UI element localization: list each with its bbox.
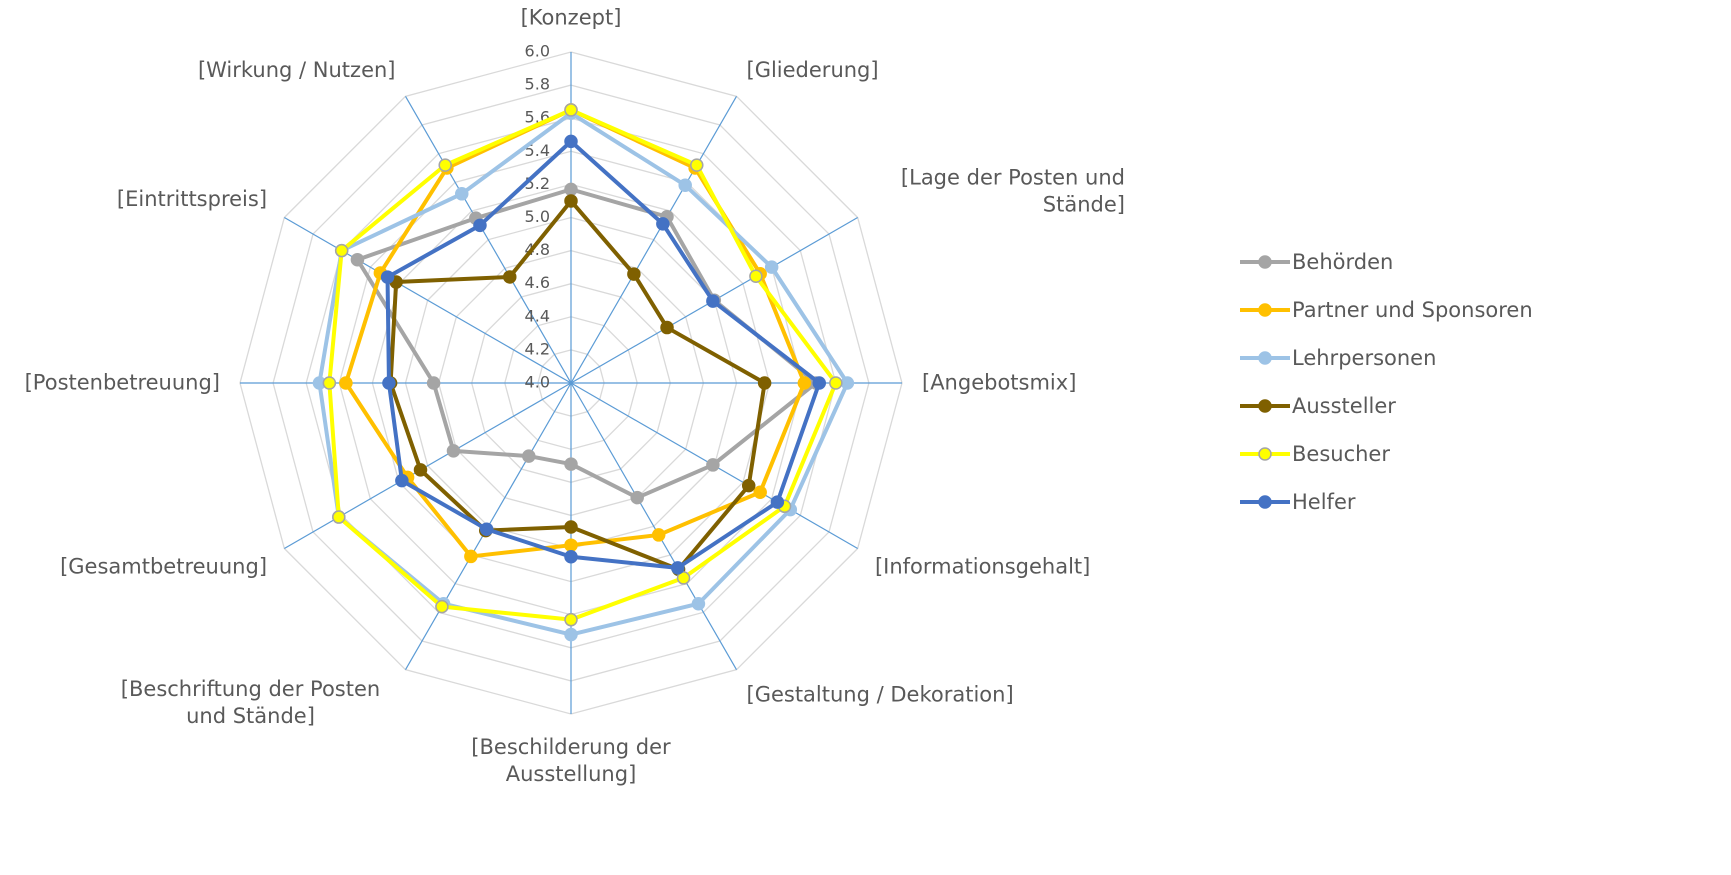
data-point <box>351 254 363 266</box>
y-tick-label: 4.0 <box>525 373 550 392</box>
data-point <box>481 523 493 535</box>
data-point <box>323 377 335 389</box>
data-point <box>707 295 719 307</box>
data-point <box>661 322 673 334</box>
data-point <box>565 195 577 207</box>
data-point <box>504 271 516 283</box>
data-point <box>565 183 577 195</box>
legend-marker <box>1259 448 1271 460</box>
data-point <box>750 270 762 282</box>
data-point <box>565 629 577 641</box>
legend-marker <box>1259 304 1271 316</box>
category-label: [Konzept] <box>521 5 622 32</box>
y-tick-label: 4.2 <box>525 339 550 358</box>
legend-marker <box>1259 496 1271 508</box>
legend-marker <box>1259 352 1271 364</box>
data-point <box>456 188 468 200</box>
data-point <box>474 219 486 231</box>
legend-label: Helfer <box>1292 490 1356 514</box>
legend-label: Aussteller <box>1292 394 1396 418</box>
data-point <box>333 511 345 523</box>
y-tick-label: 5.8 <box>525 75 550 94</box>
category-label: [Gestaltung / Dekoration] <box>747 682 1014 709</box>
data-point <box>830 377 842 389</box>
legend-marker <box>1259 256 1271 268</box>
data-point <box>565 551 577 563</box>
spoke <box>571 96 737 383</box>
y-tick-label: 4.4 <box>525 306 550 325</box>
data-point <box>336 245 348 257</box>
legend-label: Besucher <box>1292 442 1390 466</box>
data-point <box>565 135 577 147</box>
legend-label: Lehrpersonen <box>1292 346 1436 370</box>
data-point <box>628 268 640 280</box>
category-label: [Angebotsmix] <box>922 369 1076 396</box>
data-point <box>707 459 719 471</box>
data-point <box>428 377 440 389</box>
data-point <box>382 271 394 283</box>
data-point <box>565 614 577 626</box>
data-point <box>813 377 825 389</box>
y-tick-label: 4.6 <box>525 273 550 292</box>
data-point <box>565 521 577 533</box>
legend-marker <box>1259 400 1271 412</box>
category-label: [Beschriftung der Posten und Stände] <box>106 676 396 731</box>
data-point <box>415 464 427 476</box>
y-tick-label: 5.0 <box>525 207 550 226</box>
category-label: [Lage der Posten und Stände] <box>875 164 1125 219</box>
data-point <box>653 529 665 541</box>
data-point <box>691 159 703 171</box>
radar-plot: 4.04.24.44.64.85.05.25.45.65.86.0Behörde… <box>0 0 1731 875</box>
data-point <box>439 159 451 171</box>
category-label: [Gesamtbetreuung] <box>60 553 267 580</box>
data-point <box>692 598 704 610</box>
data-point <box>743 480 755 492</box>
data-point <box>565 539 577 551</box>
y-tick-label: 6.0 <box>525 42 550 61</box>
data-point <box>759 377 771 389</box>
legend-label: Partner und Sponsoren <box>1292 298 1533 322</box>
category-label: [Beschilderung der Ausstellung] <box>451 734 691 789</box>
data-point <box>754 486 766 498</box>
data-point <box>396 475 408 487</box>
data-point <box>436 601 448 613</box>
data-point <box>679 179 691 191</box>
data-point <box>657 218 669 230</box>
category-label: [Gliederung] <box>747 57 879 84</box>
category-label: [Eintrittspreis] <box>117 186 267 213</box>
series-line <box>357 189 815 497</box>
spoke <box>284 383 571 549</box>
legend-label: Behörden <box>1292 250 1393 274</box>
data-point <box>841 377 853 389</box>
data-point <box>672 562 684 574</box>
data-point <box>565 458 577 470</box>
data-point <box>340 377 352 389</box>
category-label: [Informationsgehalt] <box>875 553 1090 580</box>
data-point <box>565 104 577 116</box>
data-point <box>631 492 643 504</box>
data-point <box>798 377 810 389</box>
data-point <box>523 450 535 462</box>
data-point <box>771 496 783 508</box>
data-point <box>383 377 395 389</box>
data-point <box>465 550 477 562</box>
data-point <box>447 445 459 457</box>
category-label: [Wirkung / Nutzen] <box>198 57 396 84</box>
category-label: [Postenbetreuung] <box>25 369 220 396</box>
chart: 4.04.24.44.64.85.05.25.45.65.86.0Behörde… <box>0 0 1731 875</box>
data-point <box>766 261 778 273</box>
